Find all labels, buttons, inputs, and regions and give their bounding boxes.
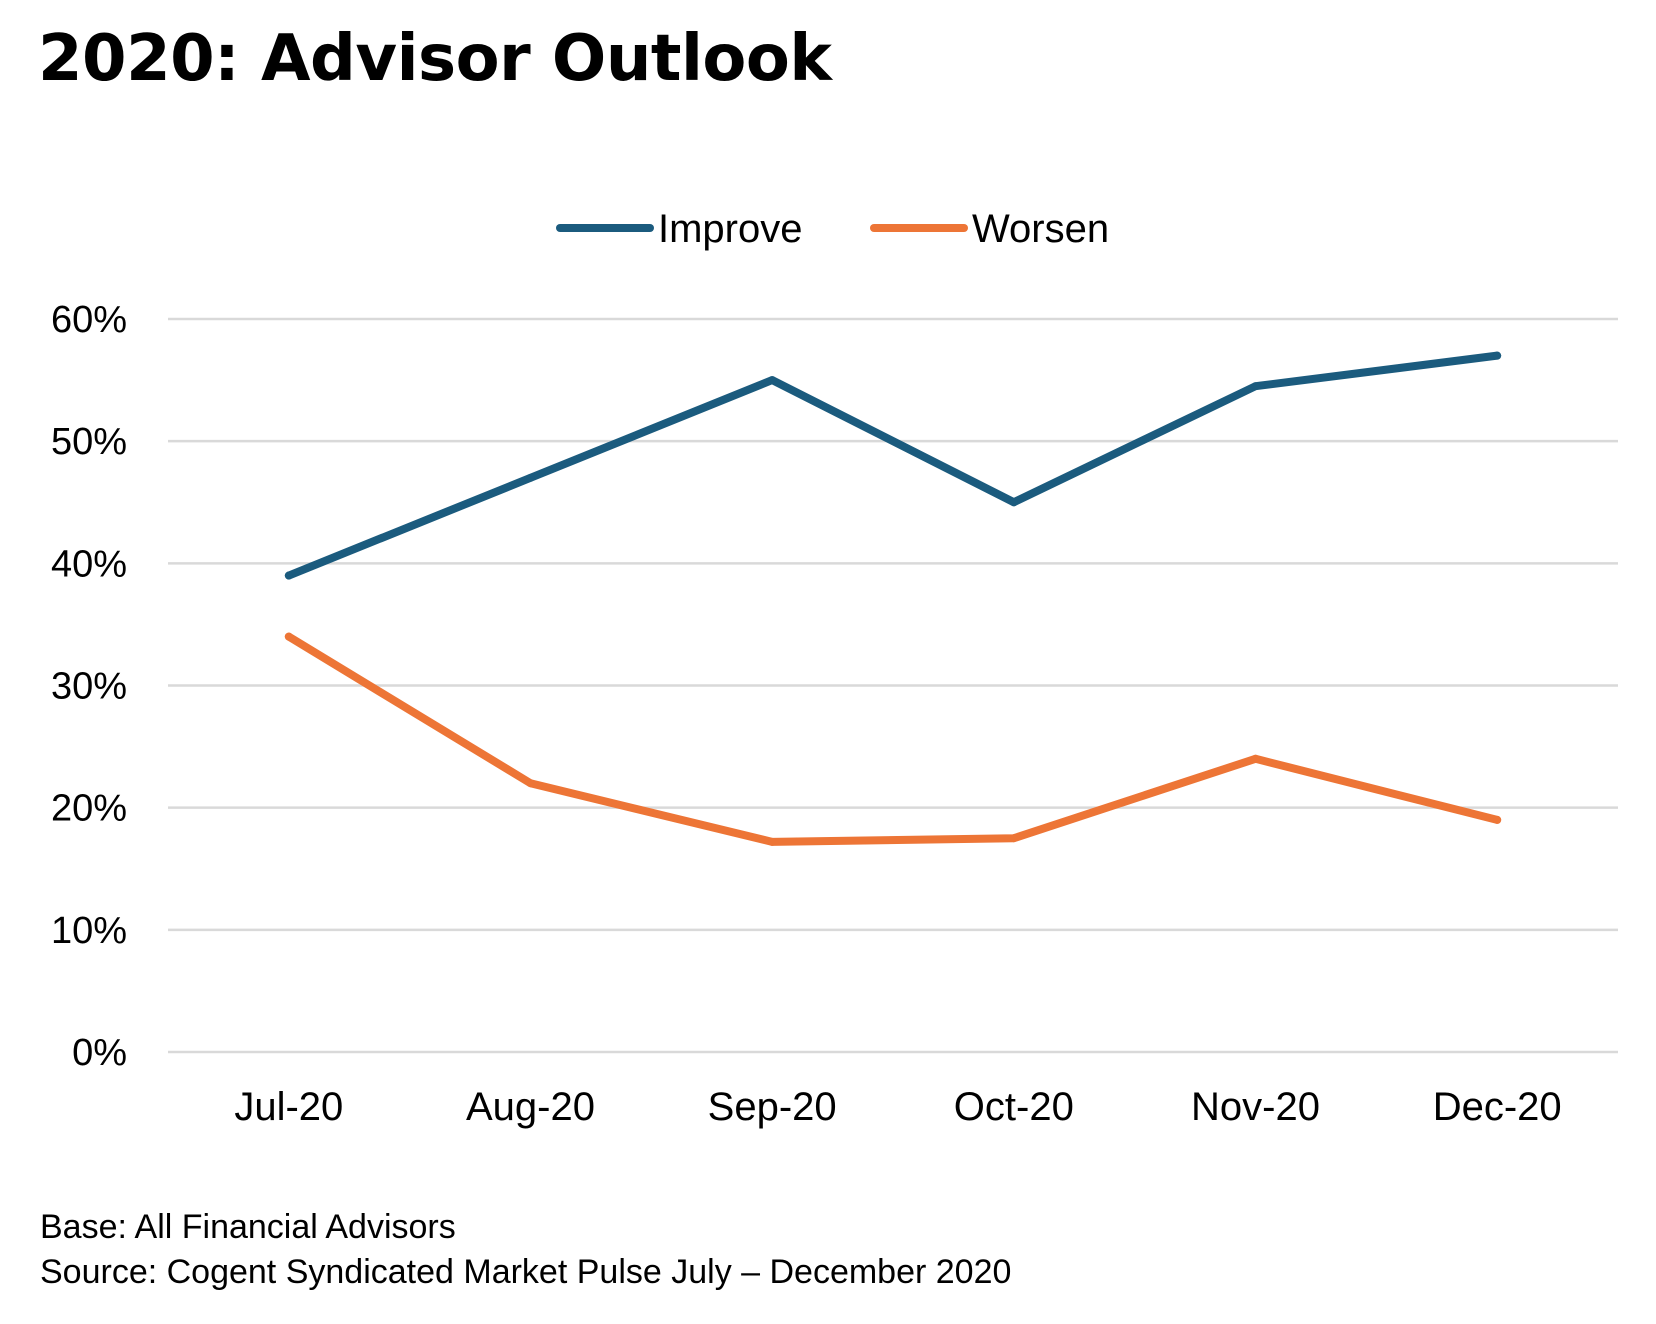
data-point-worsen: [284, 632, 293, 641]
series-lines: [284, 351, 1502, 846]
y-tick-label: 60%: [51, 299, 127, 341]
base-note: Base: All Financial Advisors: [40, 1208, 456, 1246]
chart-title: 2020: Advisor Outlook: [38, 22, 832, 96]
x-tick-label: Sep-20: [708, 1085, 837, 1129]
x-tick-label: Oct-20: [954, 1085, 1074, 1129]
data-point-worsen: [1251, 754, 1260, 763]
data-point-improve: [1251, 382, 1260, 391]
source-note: Source: Cogent Syndicated Market Pulse J…: [40, 1253, 1012, 1291]
y-tick-label: 40%: [51, 543, 127, 585]
data-point-improve: [284, 571, 293, 580]
y-tick-label: 20%: [51, 788, 127, 830]
data-point-improve: [768, 376, 777, 385]
legend-label-improve: Improve: [658, 207, 803, 251]
x-tick-label: Dec-20: [1433, 1085, 1562, 1129]
footnotes: Base: All Financial Advisors Source: Cog…: [40, 1205, 1011, 1295]
data-point-worsen: [526, 779, 535, 788]
data-point-improve: [1493, 351, 1502, 360]
x-tick-label: Nov-20: [1191, 1085, 1320, 1129]
y-axis-tick-labels: 0% 10% 20% 30% 40% 50% 60%: [51, 299, 127, 1074]
data-point-worsen: [1493, 815, 1502, 824]
legend: Improve Worsen: [556, 207, 1109, 251]
y-tick-label: 50%: [51, 421, 127, 463]
y-tick-label: 10%: [51, 910, 127, 952]
legend-label-worsen: Worsen: [972, 207, 1109, 251]
data-point-worsen: [768, 837, 777, 846]
x-tick-label: Jul-20: [234, 1085, 343, 1129]
series-line-improve: [284, 351, 1502, 580]
series-line-worsen: [284, 632, 1502, 846]
data-point-improve: [1009, 498, 1018, 507]
x-axis-tick-labels: Jul-20 Aug-20 Sep-20 Oct-20 Nov-20 Dec-20: [234, 1085, 1561, 1129]
y-tick-label: 0%: [72, 1032, 127, 1074]
data-point-worsen: [1009, 834, 1018, 843]
x-tick-label: Aug-20: [466, 1085, 595, 1129]
gridlines: [168, 317, 1618, 1054]
data-point-improve: [526, 473, 535, 482]
y-tick-label: 30%: [51, 666, 127, 708]
